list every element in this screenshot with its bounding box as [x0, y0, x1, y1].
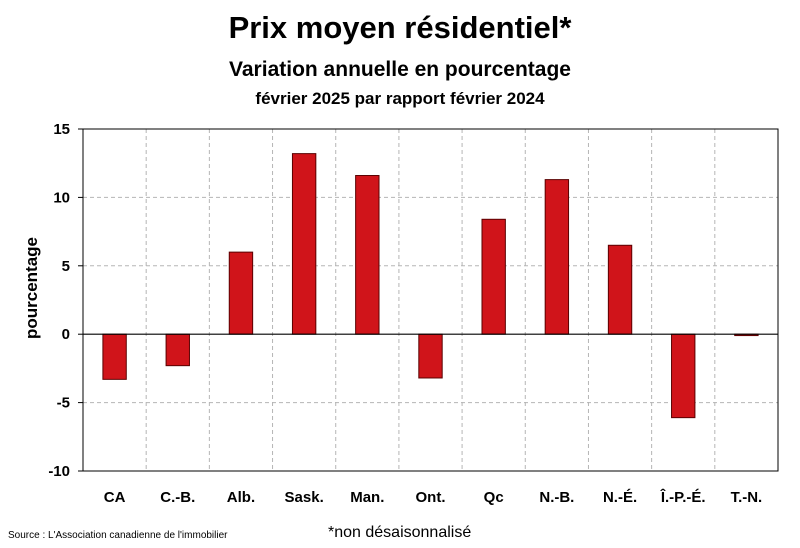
bar-6 — [481, 218, 506, 335]
chart-subtitle-period: février 2025 par rapport février 2024 — [255, 89, 545, 108]
y-tick-label: 5 — [62, 258, 70, 275]
x-tick-label: T.-N. — [731, 489, 763, 506]
bar-0 — [102, 333, 127, 380]
bar-5 — [418, 333, 443, 379]
y-tick-label: 0 — [62, 326, 70, 343]
bar-3 — [291, 153, 317, 335]
source-note: Source : L'Association canadienne de l'i… — [8, 530, 228, 541]
bar-7 — [544, 179, 570, 335]
x-tick-label: Î.-P.-É. — [660, 488, 706, 506]
x-tick-label: Alb. — [227, 489, 255, 506]
bar-9 — [671, 333, 696, 419]
x-tick-label: Ont. — [416, 489, 446, 506]
x-tick-label: N.-É. — [603, 489, 637, 506]
plot-frame — [82, 128, 779, 472]
chart-title: Prix moyen résidentiel* — [228, 10, 572, 45]
y-tick-label: -10 — [48, 463, 70, 480]
y-tick-label: 15 — [53, 121, 70, 138]
footnote: *non désaisonnalisé — [328, 524, 472, 541]
y-tick-label: -5 — [57, 395, 70, 412]
y-tick-label: 10 — [53, 189, 70, 206]
x-tick-label: Man. — [350, 489, 384, 506]
bar-1 — [165, 333, 190, 367]
x-tick-label: C.-B. — [160, 489, 195, 506]
bar-4 — [355, 175, 380, 335]
bar-2 — [228, 251, 254, 335]
x-tick-label: CA — [104, 489, 126, 506]
y-axis-label: pourcentage — [22, 237, 41, 339]
x-tick-label: N.-B. — [539, 489, 574, 506]
bar-8 — [607, 244, 633, 335]
x-tick-label: Qc — [484, 489, 504, 506]
chart-subtitle: Variation annuelle en pourcentage — [229, 58, 571, 81]
x-tick-label: Sask. — [285, 489, 324, 506]
